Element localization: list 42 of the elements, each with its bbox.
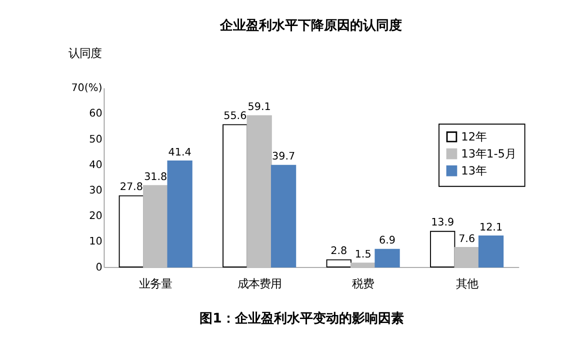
data-label: 31.8: [144, 170, 168, 183]
data-label: 39.7: [272, 150, 296, 163]
bar: [374, 248, 400, 268]
bar: [246, 115, 272, 268]
x-tick-label: 成本费用: [237, 277, 282, 290]
y-tick-label: 30: [89, 184, 102, 196]
y-tick-label: 40: [89, 158, 102, 171]
bar: [430, 230, 456, 268]
y-tick-label: 0: [96, 261, 102, 274]
bar: [326, 259, 352, 268]
y-tick-label: 10: [89, 236, 102, 248]
y-tick-label: 50: [89, 133, 102, 146]
y-tick-label: 70(%): [71, 82, 102, 94]
bar: [143, 185, 168, 268]
data-label: 12.1: [479, 221, 503, 234]
bar: [478, 236, 504, 268]
y-axis-title: 认同度: [68, 47, 102, 60]
bar: [350, 262, 376, 268]
legend-label: 13年: [461, 164, 487, 178]
data-label: 41.4: [168, 146, 192, 158]
legend-label: 12年: [461, 130, 487, 144]
data-label: 55.6: [224, 110, 247, 122]
bar: [222, 124, 248, 268]
legend-label: 13年1-5月: [461, 148, 516, 161]
caption: 图1：企业盈利水平变动的影响因素: [200, 310, 404, 327]
x-tick-label: 业务量: [139, 277, 172, 290]
data-label: 59.1: [248, 101, 271, 114]
y-tick-label: 20: [89, 210, 102, 222]
bar: [454, 247, 480, 268]
data-label: 13.9: [431, 216, 454, 229]
data-label: 7.6: [458, 232, 476, 245]
data-label: 2.8: [330, 245, 348, 258]
data-label: 6.9: [379, 234, 396, 247]
x-tick-label: 其他: [456, 277, 478, 290]
chart-title: 企业盈利水平下降原因的认同度: [219, 17, 402, 34]
bar: [118, 195, 144, 268]
data-label: 27.8: [120, 181, 143, 194]
data-label: 1.5: [354, 248, 372, 260]
bar: [270, 164, 296, 268]
y-tick-label: 60: [89, 108, 102, 120]
x-tick-label: 税费: [352, 277, 374, 290]
bar: [167, 160, 192, 268]
